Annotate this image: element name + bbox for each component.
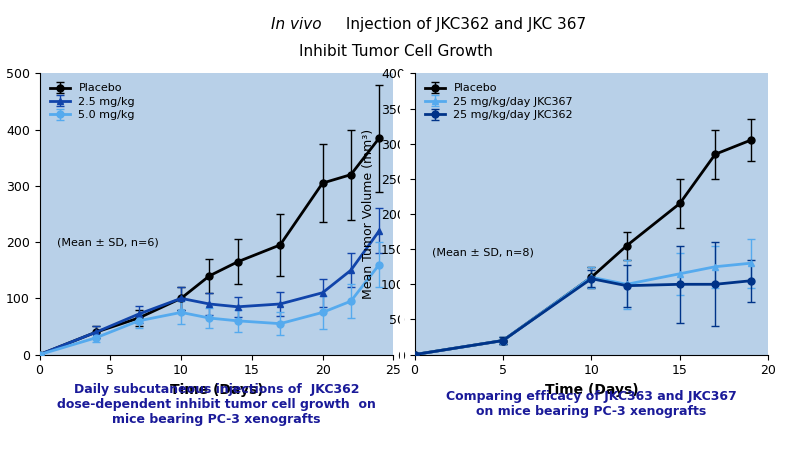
X-axis label: Time (Days): Time (Days): [169, 383, 263, 397]
Text: In vivo: In vivo: [271, 17, 322, 32]
Text: Inhibit Tumor Cell Growth: Inhibit Tumor Cell Growth: [299, 44, 493, 59]
Text: Injection of JKC362 and JKC 367: Injection of JKC362 and JKC 367: [341, 17, 586, 32]
Text: Comparing efficacy of JKC363 and JKC367
on mice bearing PC-3 xenografts: Comparing efficacy of JKC363 and JKC367 …: [446, 390, 737, 418]
Text: (Mean ± SD, n=6): (Mean ± SD, n=6): [57, 238, 159, 248]
Legend: Placebo, 2.5 mg/kg, 5.0 mg/kg: Placebo, 2.5 mg/kg, 5.0 mg/kg: [45, 79, 139, 124]
Text: Daily subcutaneous injections of  JKC362
dose-dependent inhibit tumor cell growt: Daily subcutaneous injections of JKC362 …: [57, 383, 376, 425]
X-axis label: Time (Days): Time (Days): [545, 383, 638, 397]
Text: (Mean ± SD, n=8): (Mean ± SD, n=8): [432, 248, 534, 258]
Legend: Placebo, 25 mg/kg/day JKC367, 25 mg/kg/day JKC362: Placebo, 25 mg/kg/day JKC367, 25 mg/kg/d…: [420, 79, 577, 124]
Y-axis label: Mean Tumor Volume (mm³): Mean Tumor Volume (mm³): [363, 129, 375, 299]
